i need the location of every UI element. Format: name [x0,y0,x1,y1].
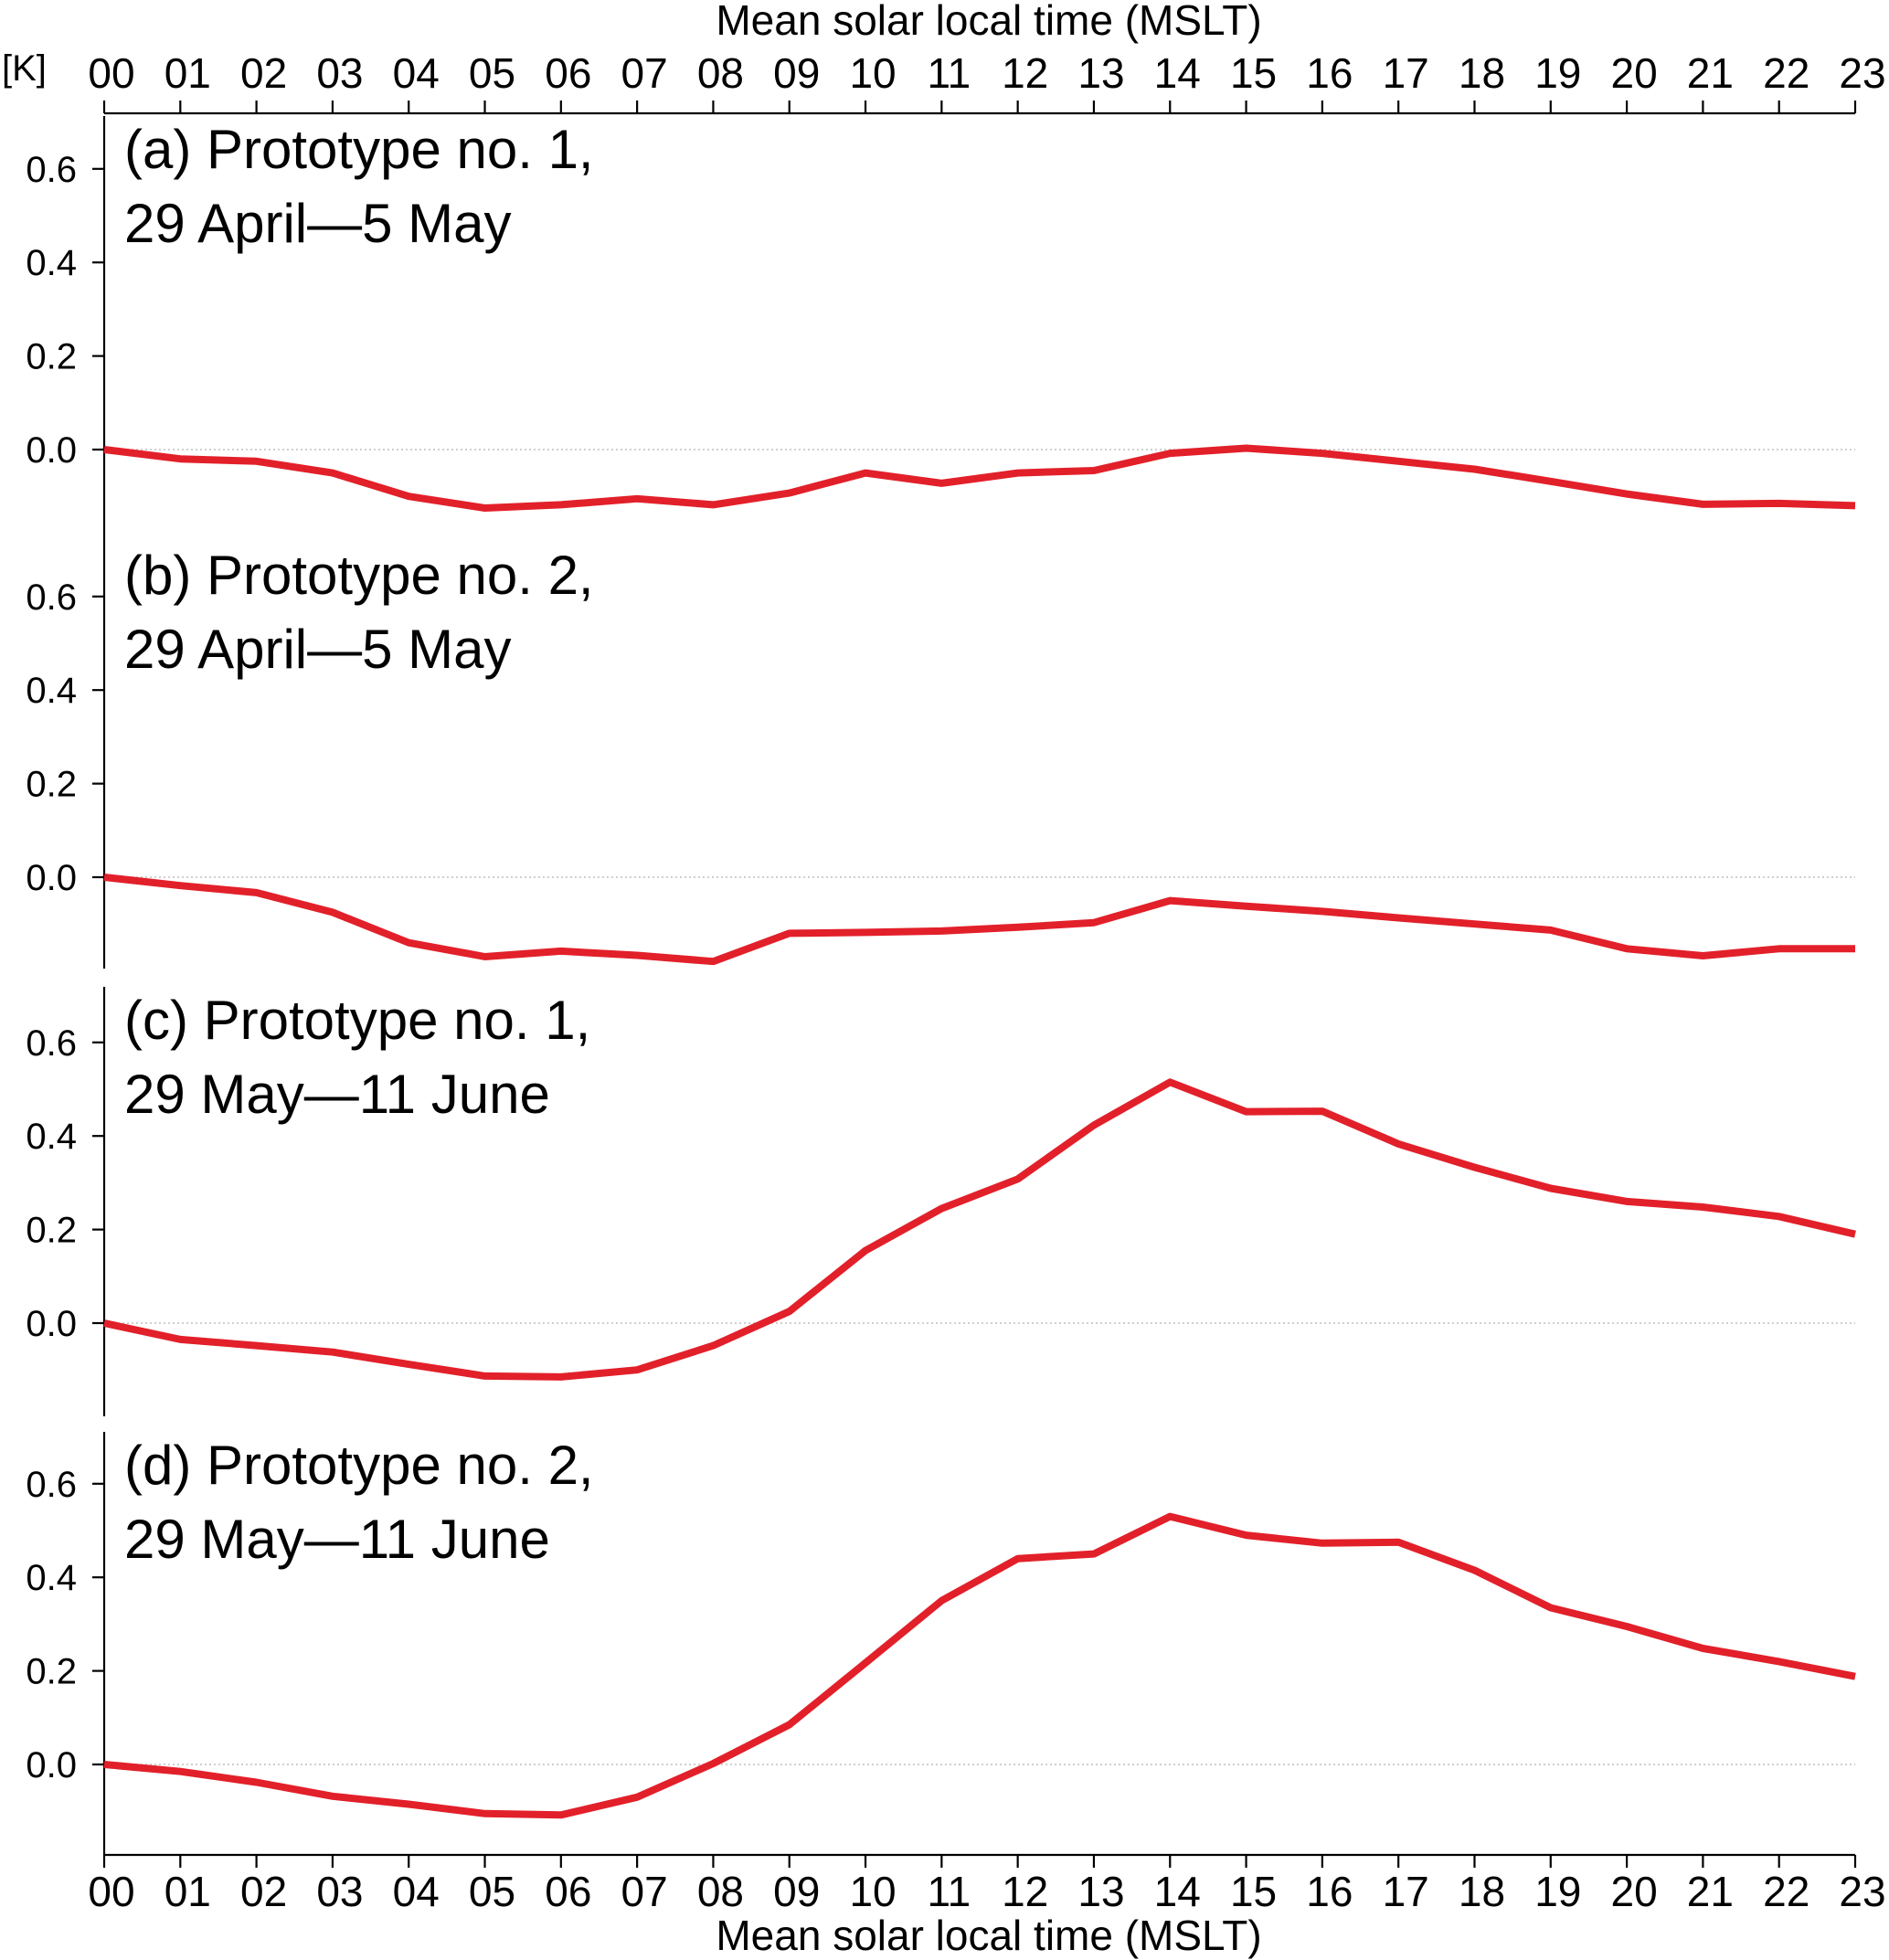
y-tick-label: 0.6 [26,577,77,618]
top-x-tick-label: 12 [1002,49,1048,97]
series-line [103,874,1855,966]
top-x-tick-label: 20 [1611,49,1658,97]
panel-title-line2: 29 April—5 May [124,619,512,680]
bottom-x-tick-label: 12 [1002,1868,1048,1915]
bottom-x-tick-label: 01 [164,1868,211,1915]
top-x-tick-label: 00 [88,49,134,97]
bottom-x-tick-label: 23 [1839,1868,1885,1915]
series-line [103,1512,1856,1819]
top-x-tick-label: 07 [621,49,668,97]
bottom-x-tick-label: 03 [316,1868,363,1915]
panel-c: 0.0 0.2 0.4 0.6 (c) Prototype no. 1, 29 May—1… [26,987,1856,1416]
bottom-x-tick-label: 18 [1459,1868,1505,1915]
y-tick-label: 0.2 [26,337,77,377]
y-tick-label: 0.2 [26,1211,77,1251]
bottom-x-tick-label: 16 [1306,1868,1353,1915]
bottom-x-tick-label: 14 [1154,1868,1201,1915]
top-x-tick-label: 02 [240,49,287,97]
bottom-x-tick-label: 17 [1383,1868,1429,1915]
panel-title-line2: 29 April—5 May [124,193,512,254]
panel-title-line2: 29 May—11 June [124,1064,550,1125]
panel-title-line1: (c) Prototype no. 1, [124,990,590,1051]
top-x-tick-label: 01 [164,49,211,97]
bottom-x-tick-label: 21 [1687,1868,1734,1915]
bottom-x-tick-label: 11 [927,1868,971,1915]
panel-a: 0.0 0.2 0.4 0.6 (a) Prototype no. 1, 29 April… [26,116,1856,542]
y-tick-label: 0.0 [26,430,77,471]
bottom-x-tick-label: 00 [88,1868,134,1915]
bottom-x-tick-label: 22 [1763,1868,1809,1915]
top-x-tick-label: 11 [927,49,971,97]
y-tick-label: 0.4 [26,1117,77,1157]
top-x-tick-label: 06 [545,49,591,97]
top-x-tick-label: 15 [1230,49,1277,97]
panel-title-line2: 29 May—11 June [124,1509,550,1570]
y-tick-label: 0.4 [26,243,77,283]
bottom-x-tick-label: 07 [621,1868,668,1915]
y-tick-label: 0.0 [26,858,77,898]
bottom-x-tick-label: 06 [545,1868,591,1915]
y-tick-label: 0.6 [26,150,77,190]
top-x-tick-label: 04 [393,49,440,97]
top-x-tick-label: 17 [1383,49,1429,97]
bottom-x-tick-label: 19 [1534,1868,1581,1915]
y-tick-label: 0.6 [26,1023,77,1064]
bottom-x-tick-label: 20 [1611,1868,1658,1915]
top-x-tick-label: 08 [697,49,744,97]
top-x-tick-label: 18 [1459,49,1505,97]
bottom-x-tick-label: 10 [849,1868,896,1915]
top-x-tick-label: 05 [469,49,515,97]
y-tick-label: 0.4 [26,671,77,711]
panel-d: 0.0 0.2 0.4 0.6 (d) Prototype no. 2, 29 May—1… [26,1432,1856,1855]
y-tick-label: 0.2 [26,1652,77,1692]
panels: 0.0 0.2 0.4 0.6 (a) Prototype no. 1, 29 April… [26,116,1856,1855]
y-tick-label: 0.4 [26,1558,77,1598]
y-unit-label: [K] [2,48,47,89]
top-x-ticks: 00 01 02 03 04 05 06 07 08 09 10 11 12 13 14 15 16 17 18 19… [88,49,1886,113]
top-x-tick-label: 21 [1687,49,1734,97]
top-x-tick-label: 14 [1154,49,1201,97]
bottom-x-tick-label: 02 [240,1868,287,1915]
bottom-x-tick-label: 09 [773,1868,820,1915]
panel-title-line1: (b) Prototype no. 2, [124,545,594,606]
bottom-x-tick-label: 13 [1077,1868,1124,1915]
bottom-x-ticks: 00 01 02 03 04 05 06 07 08 09 10 11 12 13 14 15 16 17 18 19… [88,1855,1886,1915]
top-axis-title: Mean solar local time (MSLT) [716,0,1261,44]
top-x-tick-label: 03 [316,49,363,97]
top-x-tick-label: 19 [1534,49,1581,97]
bottom-x-tick-label: 05 [469,1868,515,1915]
bottom-x-tick-label: 04 [393,1868,440,1915]
y-tick-label: 0.2 [26,765,77,805]
bottom-x-tick-label: 15 [1230,1868,1277,1915]
bottom-x-tick-label: 08 [697,1868,744,1915]
top-x-tick-label: 16 [1306,49,1353,97]
y-tick-label: 0.6 [26,1465,77,1505]
series-line [103,444,1856,512]
panel-b: 0.0 0.2 0.4 0.6 (b) Prototype no. 2, 29 April… [26,542,1855,969]
top-x-tick-label: 13 [1077,49,1124,97]
series-line [103,1078,1856,1381]
panel-title-line1: (a) Prototype no. 1, [124,119,594,180]
top-x-tick-label: 23 [1839,49,1885,97]
y-tick-label: 0.0 [26,1304,77,1344]
panel-title-line1: (d) Prototype no. 2, [124,1435,594,1496]
top-x-tick-label: 10 [849,49,896,97]
bottom-axis-title: Mean solar local time (MSLT) [716,1912,1261,1959]
top-x-tick-label: 22 [1763,49,1809,97]
top-x-tick-label: 09 [773,49,820,97]
y-tick-label: 0.0 [26,1745,77,1785]
